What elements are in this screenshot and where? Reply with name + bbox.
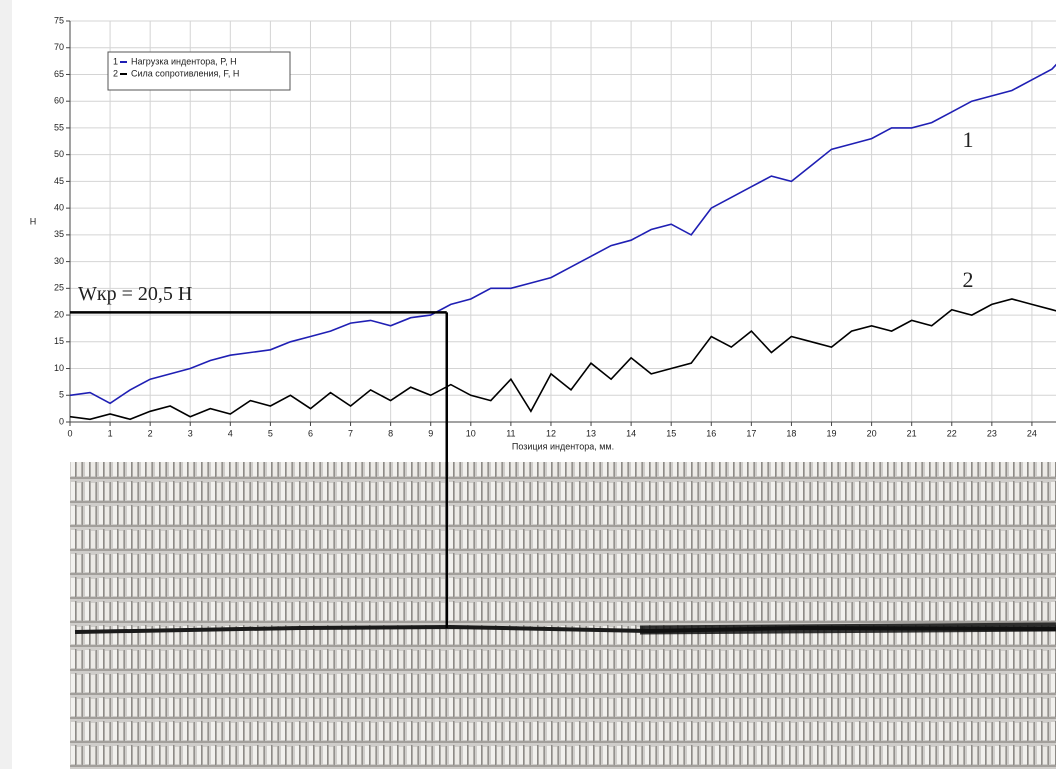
x-tick-label: 7: [348, 428, 353, 438]
x-tick-label: 19: [827, 428, 837, 438]
x-tick-label: 14: [626, 428, 636, 438]
x-tick-label: 6: [308, 428, 313, 438]
x-tick-label: 8: [388, 428, 393, 438]
y-tick-label: 75: [54, 15, 64, 25]
x-tick-label: 21: [907, 428, 917, 438]
x-tick-label: 13: [586, 428, 596, 438]
x-tick-label: 3: [188, 428, 193, 438]
y-tick-label: 40: [54, 203, 64, 213]
y-tick-label: 65: [54, 69, 64, 79]
chart: 0510152025303540455055606570750123456789…: [0, 0, 1056, 769]
legend-number: 1: [113, 56, 118, 66]
y-tick-label: 25: [54, 283, 64, 293]
legend-number: 2: [113, 68, 118, 78]
y-tick-label: 60: [54, 96, 64, 106]
x-tick-label: 17: [746, 428, 756, 438]
y-tick-label: 15: [54, 336, 64, 346]
y-axis-label: Н: [30, 216, 37, 226]
y-tick-label: 50: [54, 149, 64, 159]
y-tick-label: 35: [54, 229, 64, 239]
x-tick-label: 15: [666, 428, 676, 438]
crack-wide: [640, 627, 1056, 630]
x-tick-label: 24: [1027, 428, 1037, 438]
x-tick-label: 22: [947, 428, 957, 438]
x-tick-label: 4: [228, 428, 233, 438]
series-label: 1: [963, 127, 974, 152]
x-tick-label: 9: [428, 428, 433, 438]
x-tick-label: 10: [466, 428, 476, 438]
x-tick-label: 1: [108, 428, 113, 438]
y-tick-label: 10: [54, 363, 64, 373]
x-tick-label: 12: [546, 428, 556, 438]
x-tick-label: 23: [987, 428, 997, 438]
sample-photo: [70, 462, 1056, 769]
y-tick-label: 0: [59, 416, 64, 426]
x-tick-label: 0: [67, 428, 72, 438]
y-tick-label: 5: [59, 390, 64, 400]
x-axis-label: Позиция индентора, мм.: [512, 441, 614, 451]
annotation: Wкр = 20,5 Н: [78, 283, 192, 305]
y-tick-label: 45: [54, 176, 64, 186]
legend: 1 Нагрузка индентора, P, Н 2 Сила сопротивл…: [108, 52, 290, 90]
x-tick-label: 2: [148, 428, 153, 438]
legend-label: Сила сопротивления, F, Н: [131, 68, 239, 78]
x-tick-label: 20: [867, 428, 877, 438]
y-tick-label: 55: [54, 122, 64, 132]
side-strip: [0, 0, 12, 769]
x-tick-label: 11: [506, 428, 515, 438]
series-label: 2: [963, 267, 974, 292]
y-tick-label: 30: [54, 256, 64, 266]
x-tick-label: 16: [706, 428, 716, 438]
x-tick-label: 5: [268, 428, 273, 438]
legend-label: Нагрузка индентора, P, Н: [131, 56, 237, 66]
y-tick-label: 20: [54, 309, 64, 319]
y-tick-label: 70: [54, 42, 64, 52]
x-tick-label: 18: [786, 428, 796, 438]
